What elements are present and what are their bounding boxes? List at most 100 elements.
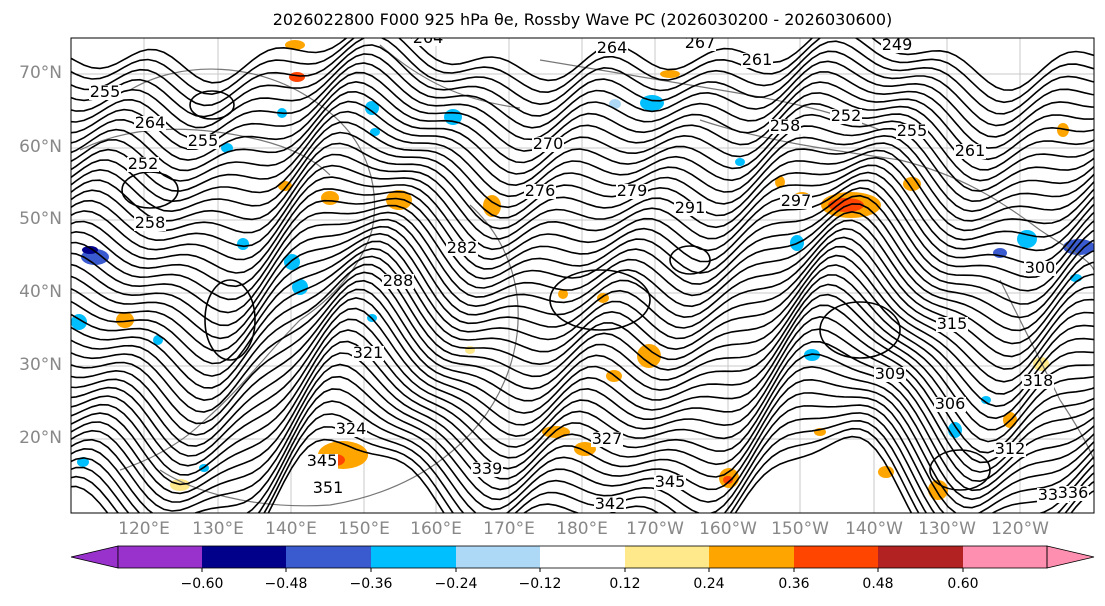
contour-label: 252 bbox=[831, 106, 862, 125]
contour-label-bg bbox=[1024, 261, 1056, 276]
contour-label: 252 bbox=[128, 154, 159, 173]
colorbar-tick-label: 0.48 bbox=[862, 576, 894, 592]
anomaly-patch bbox=[828, 198, 864, 212]
contour-label: 258 bbox=[135, 213, 166, 232]
contour-label-bg bbox=[1057, 486, 1089, 501]
lon-label-150-w: 150°W bbox=[771, 519, 829, 539]
contour-line bbox=[71, 71, 1094, 161]
plot-title: 2026022800 F000 925 hPa θe, Rossby Wave … bbox=[272, 10, 893, 29]
closed-contour bbox=[669, 245, 711, 275]
contour-label-bg bbox=[1022, 374, 1054, 389]
contour-line bbox=[71, 340, 1094, 492]
lon-label-130-w: 130°W bbox=[918, 519, 976, 539]
colorbar-frame bbox=[117, 545, 1048, 569]
colorbar-bin bbox=[794, 546, 878, 568]
contour-label-bg bbox=[830, 109, 862, 124]
contour-line bbox=[71, 245, 1094, 383]
lon-label-150-e: 150°E bbox=[338, 519, 390, 539]
anomaly-patch bbox=[1017, 230, 1037, 248]
contour-line bbox=[71, 219, 1094, 345]
contour-label: 351 bbox=[313, 478, 344, 497]
contour-line bbox=[71, 254, 1094, 395]
contour-line bbox=[71, 80, 1094, 171]
lon-label-120-e: 120°E bbox=[118, 519, 170, 539]
colorbar-tick-label: 0.24 bbox=[693, 576, 725, 592]
contour-line bbox=[71, 288, 1094, 443]
contour-label: 324 bbox=[336, 419, 367, 438]
anomaly-patch bbox=[660, 70, 680, 78]
contour-label: 309 bbox=[875, 364, 906, 383]
anomaly-patch bbox=[775, 176, 785, 188]
map-frame bbox=[70, 37, 1095, 514]
contour-label-bg bbox=[594, 497, 626, 512]
contour-label-bg bbox=[954, 144, 986, 159]
contour-line bbox=[71, 121, 1094, 213]
colorbar-bin bbox=[625, 546, 709, 568]
contour-label-bg bbox=[524, 184, 556, 199]
contour-label-bg bbox=[382, 274, 414, 289]
colorbar-bin bbox=[118, 546, 202, 568]
colorbar-extend-min bbox=[70, 545, 119, 569]
anomaly-patch bbox=[321, 191, 339, 205]
contour-label: 345 bbox=[655, 472, 686, 491]
contour-label: 264 bbox=[135, 113, 166, 132]
contour-label: 342 bbox=[595, 494, 626, 513]
contour-line bbox=[71, 318, 1094, 473]
contour-line bbox=[71, 375, 1094, 513]
anomaly-patch bbox=[82, 246, 98, 254]
closed-contour bbox=[189, 90, 235, 120]
lat-label-40-n: 40°N bbox=[19, 282, 62, 302]
contour-label: 312 bbox=[995, 439, 1026, 458]
contour-line bbox=[71, 271, 1094, 420]
anomaly-patch bbox=[1063, 239, 1094, 255]
anomaly-patch bbox=[574, 442, 596, 456]
contour-line bbox=[71, 388, 1094, 513]
contour-line bbox=[71, 153, 1094, 241]
lat-label-30-n: 30°N bbox=[19, 355, 62, 375]
contour-label: 345 bbox=[307, 451, 338, 470]
contour-line bbox=[71, 413, 1094, 513]
anomaly-patch bbox=[804, 349, 820, 361]
lon-label-120-w: 120°W bbox=[991, 519, 1049, 539]
contour-line bbox=[71, 363, 1094, 509]
lat-label-50-n: 50°N bbox=[19, 209, 62, 229]
contour-label-bg bbox=[896, 124, 928, 139]
contour-label-bg bbox=[874, 367, 906, 382]
contour-label-bg bbox=[934, 397, 966, 412]
theta-e-contours bbox=[71, 38, 1094, 513]
anomaly-patch bbox=[370, 128, 380, 136]
anomaly-patch bbox=[723, 476, 733, 484]
contour-line bbox=[71, 307, 1094, 464]
contour-line bbox=[71, 100, 1094, 192]
contour-label: 327 bbox=[592, 429, 623, 448]
contour-label-bg bbox=[89, 85, 121, 100]
contour-line bbox=[71, 352, 1094, 501]
contour-line bbox=[71, 203, 1094, 319]
contour-label-bg bbox=[654, 475, 686, 490]
contour-label-bg bbox=[187, 134, 219, 149]
anomaly-patch bbox=[116, 312, 134, 328]
contour-label: 306 bbox=[935, 394, 966, 413]
anomaly-patch bbox=[637, 344, 661, 368]
contour-label-bg bbox=[412, 38, 444, 46]
contour-label-bg bbox=[596, 41, 628, 56]
anomaly-patch bbox=[153, 335, 163, 345]
contour-label-bg bbox=[471, 462, 503, 477]
anomaly-patch bbox=[237, 238, 249, 250]
lat-label-20-n: 20°N bbox=[19, 428, 62, 448]
contour-label-bg bbox=[446, 241, 478, 256]
contour-label-bg bbox=[674, 201, 706, 216]
contour-label: 255 bbox=[188, 131, 219, 150]
lon-label-140-w: 140°W bbox=[845, 519, 903, 539]
contour-label: 300 bbox=[1025, 258, 1056, 277]
anomaly-patch bbox=[735, 158, 745, 166]
contour-label-bg bbox=[134, 216, 166, 231]
lon-label-170-e: 170°E bbox=[483, 519, 535, 539]
colorbar-bin bbox=[202, 546, 286, 568]
coastline bbox=[159, 204, 519, 507]
lat-label-60-n: 60°N bbox=[19, 137, 62, 157]
anomaly-patch bbox=[948, 422, 962, 438]
contour-label: 282 bbox=[447, 238, 478, 257]
contour-line bbox=[71, 38, 1094, 91]
